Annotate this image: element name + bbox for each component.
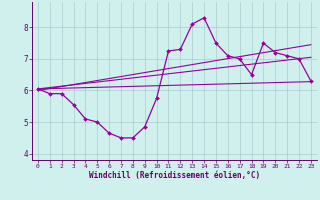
X-axis label: Windchill (Refroidissement éolien,°C): Windchill (Refroidissement éolien,°C) <box>89 171 260 180</box>
